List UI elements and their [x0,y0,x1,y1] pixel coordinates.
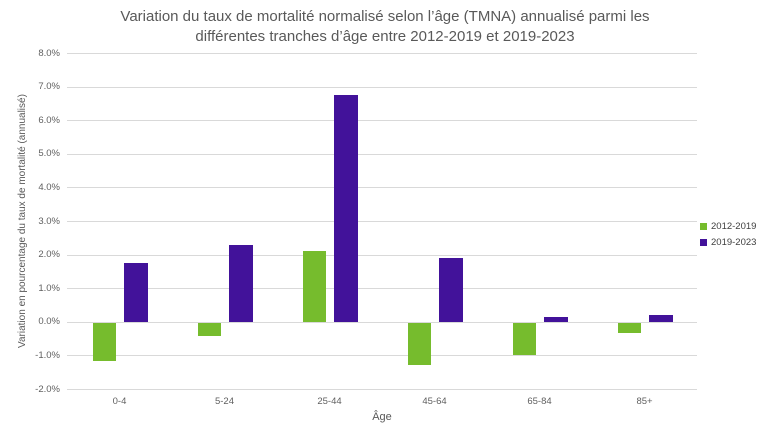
gridline [67,53,697,54]
bar-2012-2019-0-4 [92,322,116,362]
bar-2012-2019-85+ [617,322,641,333]
gridline [67,86,697,88]
y-tick-label: 0.0% [38,316,60,328]
y-tick-label: -2.0% [35,383,60,395]
gridline [67,187,697,189]
y-tick-label: 7.0% [38,81,60,93]
plot-area [67,53,697,390]
bar-2012-2019-25-44 [302,251,326,322]
legend-item-2012-2019: 2012-2019 [700,221,756,232]
bar-2019-2023-5-24 [228,244,253,322]
y-tick-label: 3.0% [38,215,60,227]
gridline [67,288,697,290]
y-tick-label: 5.0% [38,148,60,160]
x-axis-title: Âge [372,411,392,423]
gridline [67,221,697,222]
x-category-label-0-4: 0-4 [112,396,127,407]
x-category-label-85+: 85+ [636,396,653,407]
gridline [67,254,697,256]
bar-2019-2023-0-4 [123,263,148,322]
chart-title: Variation du taux de mortalité normalisé… [120,8,650,45]
x-category-label-5-24: 5-24 [214,396,234,407]
gridline [67,389,697,390]
legend-label-2012-2019: 2012-2019 [711,221,757,232]
bar-2019-2023-45-64 [438,257,463,322]
x-category-label-65-84: 65-84 [527,396,552,407]
gridline [67,120,697,122]
y-tick-label: 8.0% [38,47,60,59]
legend-label-2019-2023: 2019-2023 [711,237,757,248]
legend-item-2019-2023: 2019-2023 [700,237,756,248]
y-tick-label: 2.0% [38,249,60,261]
bar-2019-2023-85+ [648,315,673,322]
x-category-label-25-44: 25-44 [317,396,342,407]
y-tick-label: 1.0% [38,282,60,294]
bar-2012-2019-5-24 [197,322,221,337]
x-category-label-45-64: 45-64 [422,396,447,407]
gridline [67,355,697,357]
y-tick-label: -1.0% [35,349,60,361]
legend-swatch-2012-2019-icon [700,223,707,230]
y-tick-label: 6.0% [38,114,60,126]
legend-swatch-2019-2023-icon [700,239,707,246]
legend: 2012-2019 2019-2023 [700,221,756,248]
y-tick-label: 4.0% [38,181,60,193]
bar-2012-2019-65-84 [512,322,536,355]
bar-2019-2023-65-84 [543,316,568,322]
bar-2012-2019-45-64 [407,322,431,365]
gridline [67,153,697,155]
gridline [67,321,697,323]
bar-2019-2023-25-44 [333,95,358,322]
